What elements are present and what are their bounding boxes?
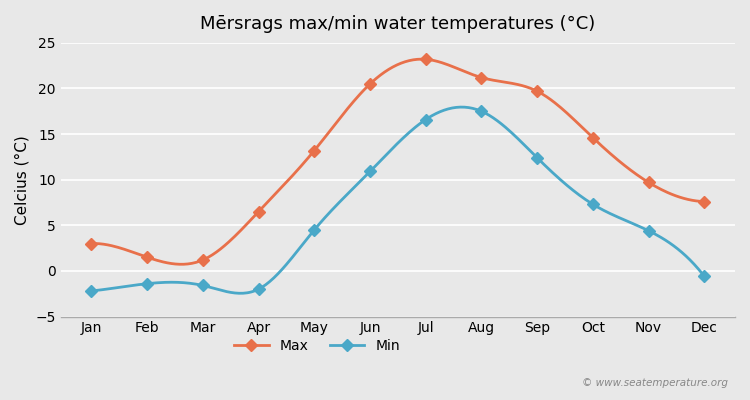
Y-axis label: Celcius (°C): Celcius (°C) [15,135,30,224]
Title: Mērsrags max/min water temperatures (°C): Mērsrags max/min water temperatures (°C) [200,15,596,33]
Legend: Max, Min: Max, Min [229,334,406,359]
Text: © www.seatemperature.org: © www.seatemperature.org [581,378,728,388]
